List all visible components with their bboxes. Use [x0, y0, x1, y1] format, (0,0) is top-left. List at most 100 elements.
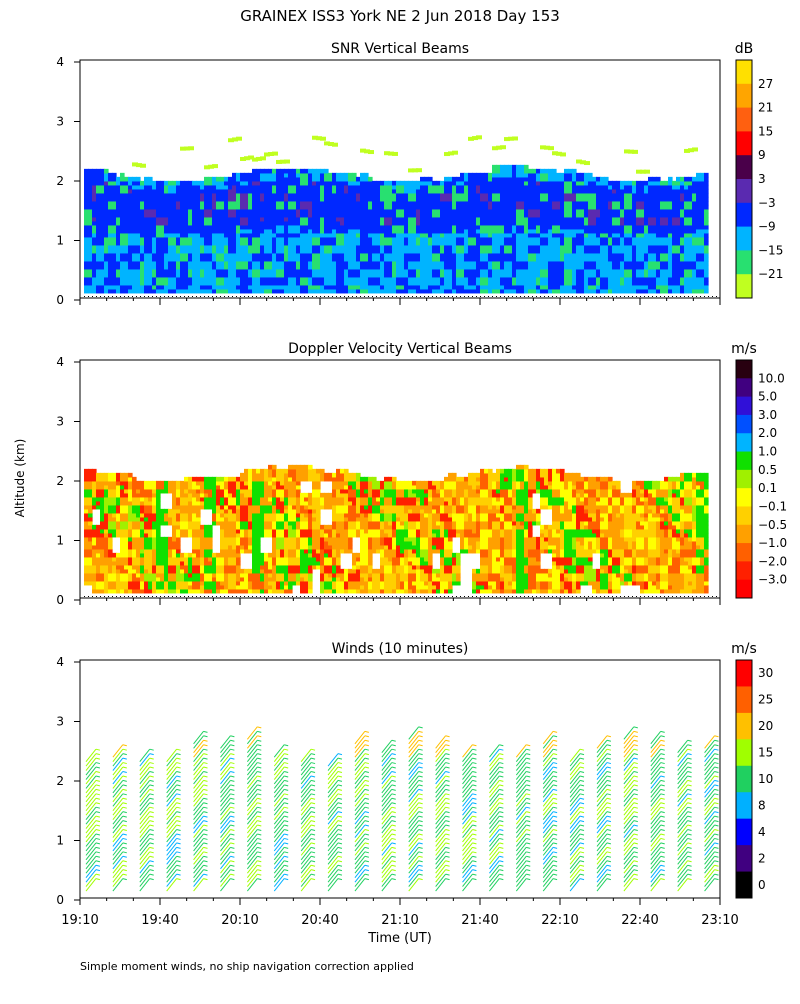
heat-cell — [592, 261, 597, 266]
heat-cell — [444, 249, 449, 254]
heat-cell — [436, 277, 441, 282]
heat-cell — [444, 237, 449, 242]
heat-cell — [520, 221, 525, 226]
heat-cell — [640, 221, 645, 226]
heat-cell — [408, 261, 413, 266]
heat-cell — [368, 269, 373, 274]
heat-cell — [368, 217, 373, 222]
heat-cell — [388, 233, 393, 238]
heat-cell — [524, 213, 529, 218]
heat-cell — [436, 285, 441, 290]
heat-cell — [696, 233, 701, 238]
heat-cell — [388, 241, 393, 246]
heat-cell — [628, 209, 633, 214]
heat-cell — [212, 217, 217, 222]
heat-cell — [600, 189, 605, 194]
heat-cell — [116, 237, 121, 242]
heat-cell — [148, 257, 153, 262]
heat-cell — [176, 241, 181, 246]
heat-cell — [308, 209, 313, 214]
heat-cell — [680, 285, 685, 290]
heat-cell — [264, 265, 269, 270]
heat-cell — [584, 205, 589, 210]
heat-cell — [232, 289, 237, 294]
heat-cell — [452, 269, 457, 274]
heat-cell — [264, 241, 269, 246]
heat-cell — [540, 177, 545, 182]
heat-cell — [216, 221, 221, 226]
baseline-dot — [324, 296, 325, 297]
heat-cell — [148, 209, 153, 214]
heat-cell — [496, 165, 501, 170]
heat-cell — [444, 205, 449, 210]
heat-cell — [476, 273, 481, 278]
heat-cell — [596, 197, 601, 202]
heat-cell — [172, 261, 177, 266]
heat-cell — [164, 185, 169, 190]
heat-cell — [316, 269, 321, 274]
baseline-dot — [584, 296, 585, 297]
heat-cell — [652, 289, 657, 294]
heat-cell — [84, 545, 89, 550]
heat-cell — [428, 189, 433, 194]
heat-cell — [188, 277, 193, 282]
heat-cell — [604, 265, 609, 270]
heat-cell — [232, 269, 237, 274]
figure-title: GRAINEX ISS3 York NE 2 Jun 2018 Day 153 — [240, 7, 560, 25]
heat-cell — [192, 181, 197, 186]
heat-cell — [588, 213, 593, 218]
heat-cell — [696, 273, 701, 278]
heat-cell — [692, 269, 697, 274]
heat-cell — [660, 265, 665, 270]
heat-cell — [608, 273, 613, 278]
heat-cell — [672, 289, 677, 294]
heat-cell — [136, 269, 141, 274]
heat-cell — [156, 241, 161, 246]
heat-cell — [180, 181, 185, 186]
heat-cell — [660, 277, 665, 282]
heat-cell — [656, 225, 661, 230]
heat-cell — [400, 261, 405, 266]
heat-cell — [280, 285, 285, 290]
heat-cell — [564, 221, 569, 226]
heat-cell — [308, 277, 313, 282]
heat-cell — [460, 225, 465, 230]
heat-cell — [680, 253, 685, 258]
baseline-dot — [244, 296, 245, 297]
heat-cell — [152, 201, 157, 206]
heat-cell — [296, 257, 301, 262]
heat-cell — [432, 261, 437, 266]
heat-cell — [488, 269, 493, 274]
heat-cell — [448, 225, 453, 230]
heat-cell — [484, 185, 489, 190]
heat-cell — [92, 233, 97, 238]
heat-cell — [408, 265, 413, 270]
heat-cell — [436, 197, 441, 202]
heat-cell — [220, 257, 225, 262]
baseline-dot — [100, 296, 101, 297]
heat-cell — [408, 253, 413, 258]
heat-cell — [556, 289, 561, 294]
heat-cell — [260, 237, 265, 242]
heat-cell — [520, 229, 525, 234]
heat-cell — [280, 225, 285, 230]
heat-cell — [384, 213, 389, 218]
heat-cell — [272, 265, 277, 270]
heat-cell — [156, 249, 161, 254]
heat-cell — [684, 193, 689, 198]
heat-cell — [508, 281, 513, 286]
heat-cell — [460, 209, 465, 214]
heat-cell — [416, 168, 422, 172]
heat-cell — [604, 177, 609, 182]
heat-cell — [204, 277, 209, 282]
heat-cell — [92, 177, 97, 182]
heat-cell — [428, 181, 433, 186]
heat-cell — [444, 221, 449, 226]
heat-cell — [680, 269, 685, 274]
heat-cell — [220, 261, 225, 266]
heat-cell — [348, 217, 353, 222]
heat-cell — [576, 193, 581, 198]
heat-cell — [176, 277, 181, 282]
heat-cell — [184, 201, 189, 206]
heat-cell — [400, 217, 405, 222]
